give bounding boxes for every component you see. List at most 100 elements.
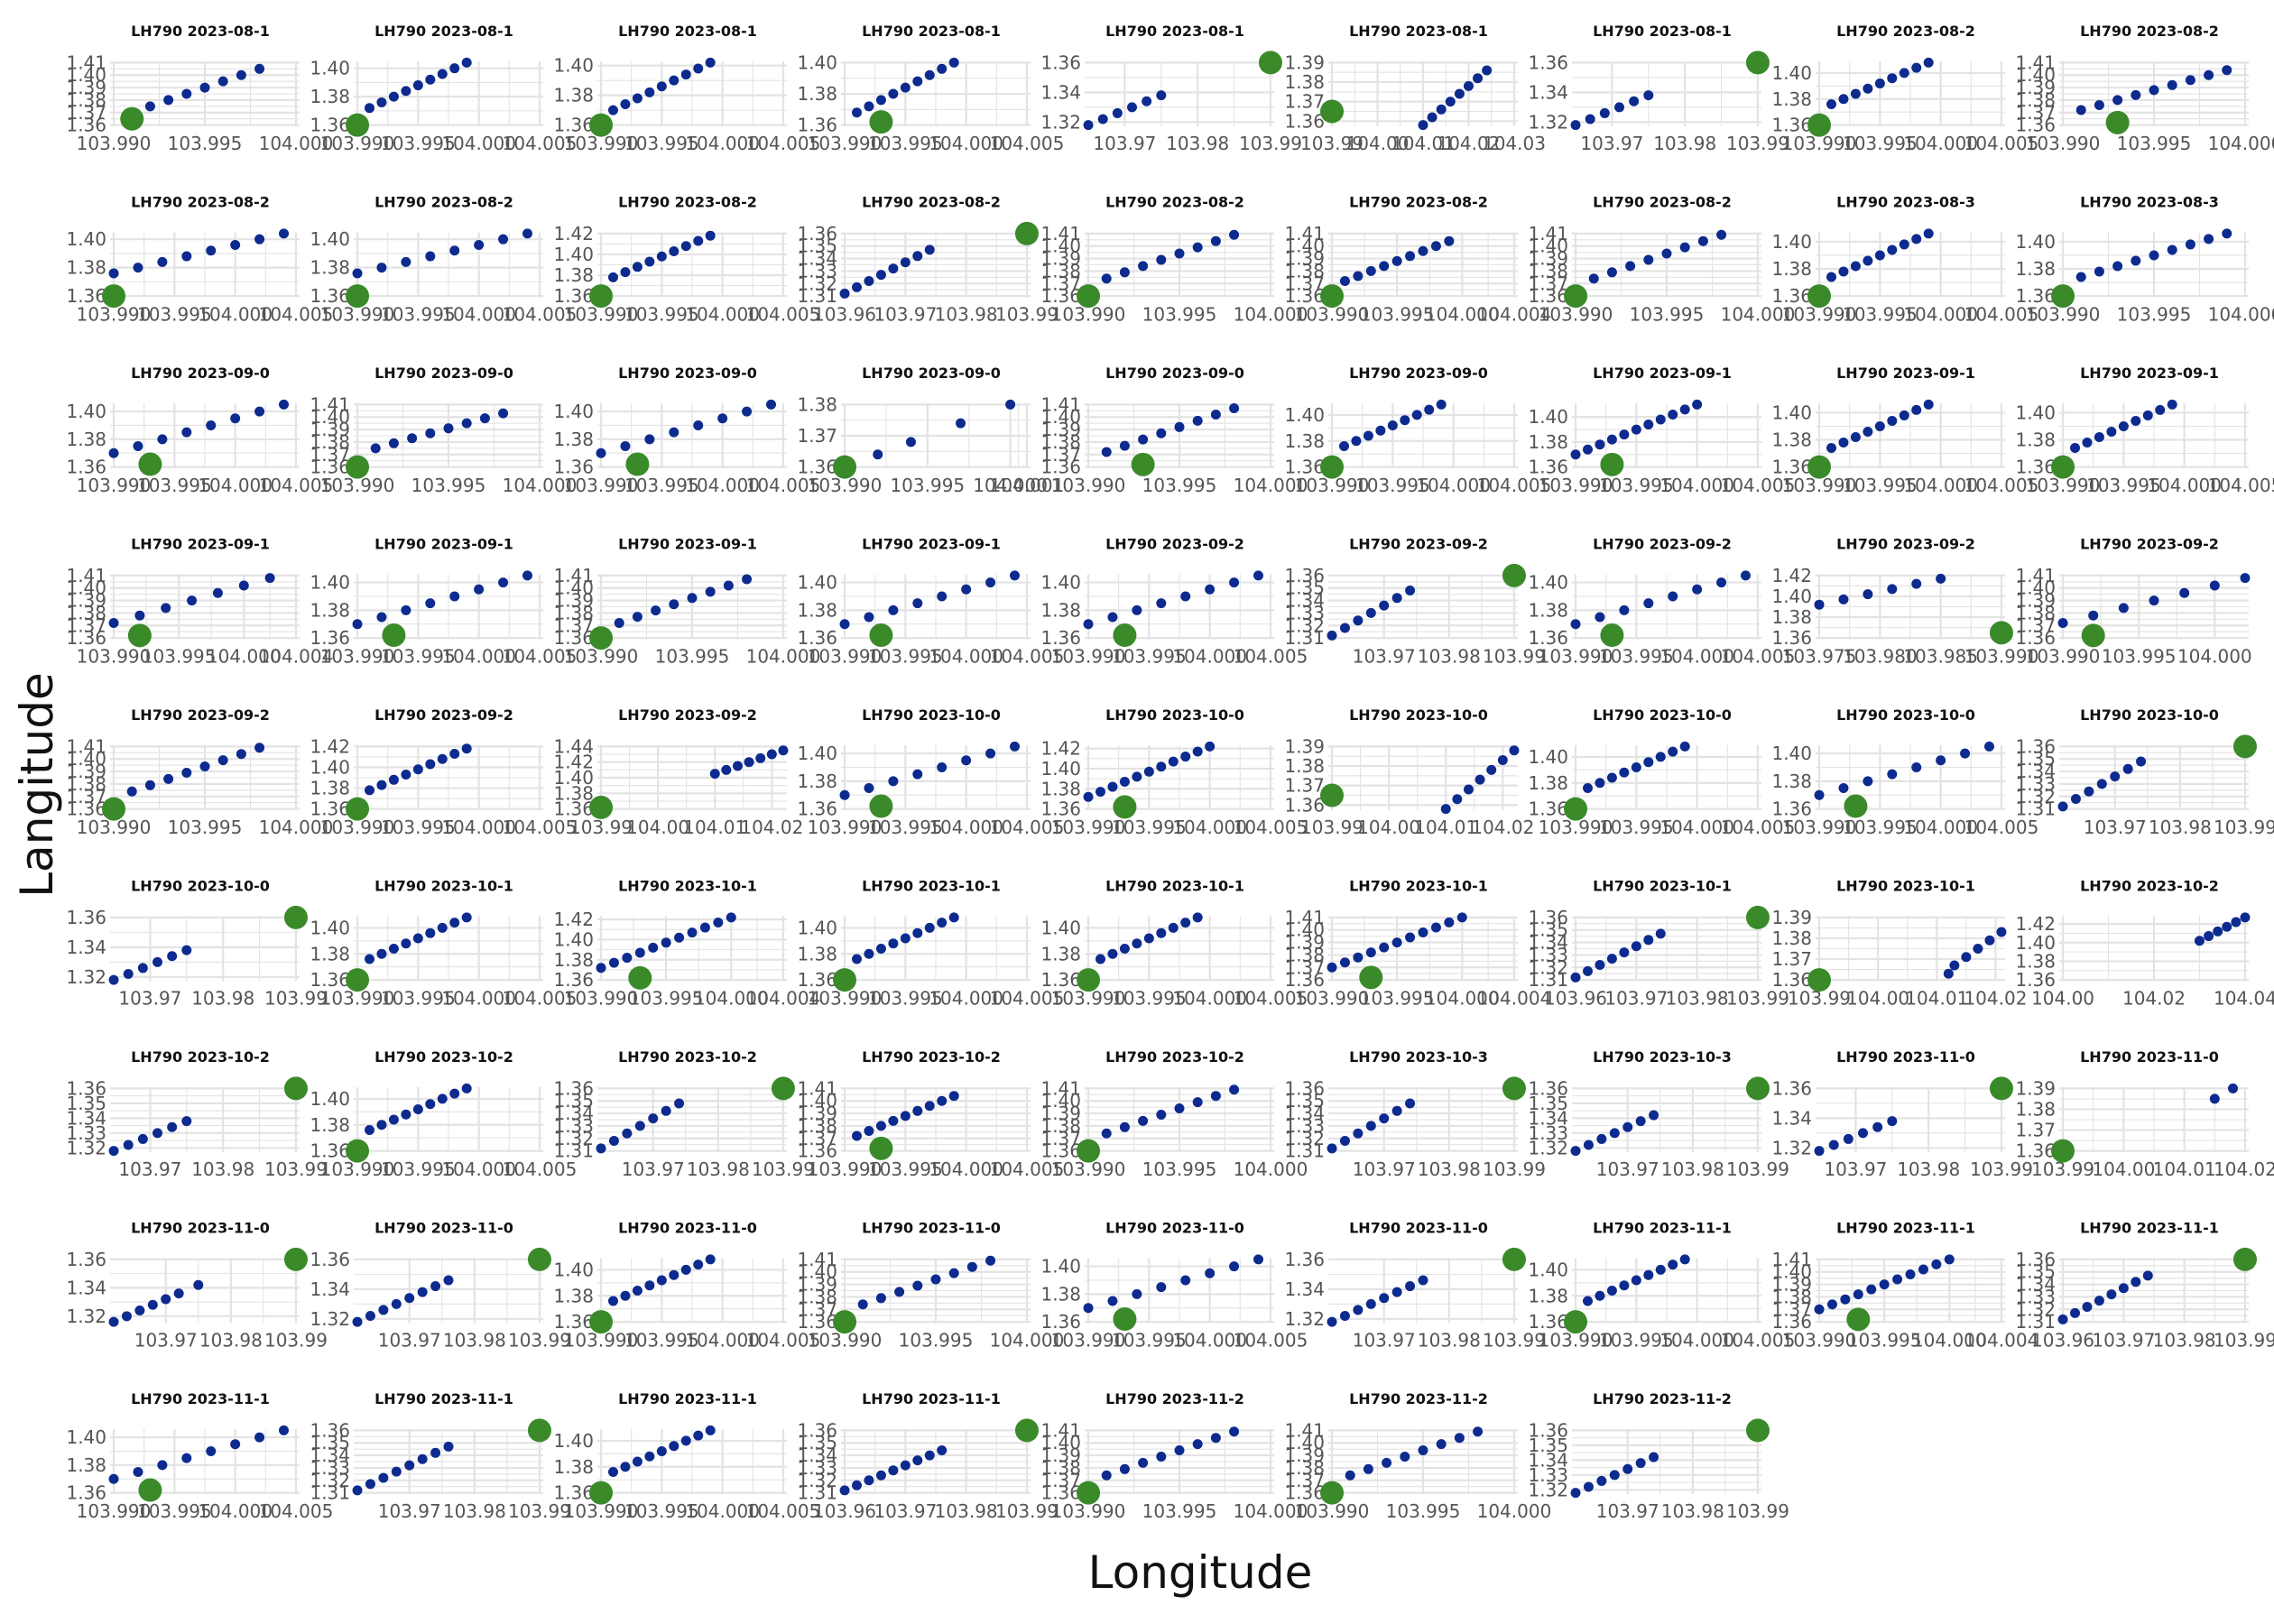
x-tick-label: 103.995 bbox=[381, 817, 456, 838]
panel-title: LH790 2023-08-1 bbox=[862, 23, 1001, 40]
y-tick-label: 1.42 bbox=[553, 752, 594, 773]
y-tick-label: 1.40 bbox=[1040, 1432, 1081, 1453]
data-point bbox=[1583, 783, 1593, 794]
data-point bbox=[199, 761, 210, 772]
y-tick-label: 1.37 bbox=[1284, 1470, 1325, 1491]
facet-panel: LH790 2023-09-2 1.411.401.391.381.371.36 1… bbox=[66, 706, 333, 838]
panel-title: LH790 2023-09-2 bbox=[1349, 536, 1488, 553]
data-point bbox=[352, 619, 363, 630]
y-tick-label: 1.36 bbox=[310, 627, 350, 649]
y-tick-label: 1.42 bbox=[310, 735, 350, 757]
origin-marker bbox=[1600, 623, 1624, 648]
y-tick-label: 1.41 bbox=[1284, 223, 1325, 245]
data-point bbox=[1570, 120, 1581, 131]
data-point bbox=[905, 437, 916, 448]
data-point bbox=[1454, 1433, 1465, 1444]
y-tick-label: 1.38 bbox=[553, 1456, 594, 1478]
x-tick-label: 104.00 bbox=[2092, 1158, 2155, 1180]
data-point bbox=[2149, 595, 2159, 606]
x-tick-label: 104.02 bbox=[1471, 817, 1534, 838]
data-point bbox=[2204, 234, 2214, 245]
data-point bbox=[1097, 114, 1108, 125]
y-tick-label: 1.36 bbox=[553, 1482, 594, 1504]
data-point bbox=[461, 418, 472, 429]
x-tick-label: 104.000 bbox=[441, 988, 516, 1010]
x-tick-label: 103.99 bbox=[508, 1500, 571, 1522]
data-point bbox=[1887, 769, 1898, 780]
data-point bbox=[1205, 1268, 1216, 1278]
data-point bbox=[1838, 266, 1849, 277]
data-point bbox=[1973, 944, 1983, 954]
y-tick-label: 1.44 bbox=[553, 735, 594, 757]
x-tick-label: 104.000 bbox=[207, 646, 282, 668]
x-tick-label: 103.97 bbox=[1353, 646, 1416, 668]
x-tick-label: 103.995 bbox=[1847, 1330, 1922, 1352]
data-point bbox=[1850, 432, 1861, 443]
origin-marker bbox=[833, 968, 857, 992]
y-tick-label: 1.36 bbox=[797, 1140, 837, 1162]
origin-marker bbox=[1320, 455, 1345, 479]
y-tick-label: 1.36 bbox=[2015, 1140, 2056, 1162]
y-tick-label: 1.34 bbox=[66, 1107, 106, 1129]
data-point bbox=[417, 1453, 428, 1464]
data-point bbox=[2094, 1296, 2104, 1306]
data-point bbox=[236, 69, 246, 80]
data-point bbox=[661, 937, 671, 948]
panel-title: LH790 2023-09-1 bbox=[862, 536, 1001, 553]
x-tick-label: 103.995 bbox=[381, 304, 456, 326]
x-tick-label: 103.995 bbox=[2102, 646, 2177, 668]
data-point bbox=[1872, 1121, 1883, 1132]
data-point bbox=[2204, 931, 2214, 942]
data-point bbox=[1192, 746, 1203, 757]
data-point bbox=[123, 1140, 134, 1150]
x-tick-label: 103.99 bbox=[264, 1330, 328, 1352]
data-point bbox=[2106, 1289, 2117, 1300]
panel-title: LH790 2023-08-2 bbox=[1349, 194, 1488, 211]
panel-title: LH790 2023-11-0 bbox=[618, 1220, 757, 1237]
x-tick-label: 103.985 bbox=[1903, 646, 1978, 668]
x-tick-label: 103.990 bbox=[77, 133, 152, 154]
panel-title: LH790 2023-11-0 bbox=[862, 1220, 1001, 1237]
y-tick-label: 1.36 bbox=[553, 1077, 594, 1099]
x-tick-label: 104.000 bbox=[1659, 646, 1734, 668]
data-point bbox=[1668, 591, 1678, 602]
data-point bbox=[1210, 1091, 1221, 1102]
y-tick-label: 1.36 bbox=[66, 627, 106, 649]
data-point bbox=[1205, 741, 1216, 752]
y-tick-label: 1.38 bbox=[1528, 772, 1568, 794]
data-point bbox=[1473, 1426, 1484, 1437]
data-point bbox=[1119, 440, 1130, 451]
data-point bbox=[1387, 420, 1398, 430]
facet-panel: LH790 2023-11-2 1.411.401.391.381.371.36 1… bbox=[1284, 1390, 1551, 1522]
data-point bbox=[1119, 1463, 1130, 1474]
y-tick-label: 1.36 bbox=[1040, 1311, 1081, 1333]
y-tick-label: 1.32 bbox=[797, 1470, 837, 1491]
y-tick-label: 1.39 bbox=[66, 77, 106, 98]
y-tick-label: 1.33 bbox=[797, 260, 837, 281]
x-tick-label: 103.995 bbox=[624, 1500, 699, 1522]
data-point bbox=[108, 448, 119, 458]
data-point bbox=[705, 586, 716, 597]
data-point bbox=[461, 1083, 472, 1093]
origin-marker bbox=[869, 110, 893, 134]
x-tick-label: 104.004 bbox=[1964, 1330, 2039, 1352]
data-point bbox=[2222, 228, 2232, 239]
origin-marker bbox=[771, 1076, 795, 1101]
origin-marker bbox=[2232, 1247, 2257, 1271]
data-point bbox=[1192, 242, 1203, 253]
x-tick-label: 104.005 bbox=[1964, 304, 2039, 326]
x-tick-label: 103.995 bbox=[2117, 133, 2192, 154]
data-point bbox=[352, 1316, 363, 1327]
data-point bbox=[2149, 85, 2159, 96]
data-point bbox=[596, 448, 606, 458]
x-tick-label: 103.98 bbox=[1661, 1500, 1724, 1522]
x-tick-label: 103.995 bbox=[1142, 475, 1217, 496]
x-tick-label: 103.995 bbox=[1386, 1500, 1461, 1522]
data-point bbox=[620, 1462, 631, 1472]
data-point bbox=[1887, 73, 1898, 84]
facet-panel: LH790 2023-11-0 1.36 1.34 1.32 103.97 103.98 1… bbox=[310, 1220, 570, 1352]
data-point bbox=[632, 612, 642, 623]
data-point bbox=[1583, 1481, 1594, 1492]
y-tick-label: 1.36 bbox=[2015, 1249, 2056, 1270]
data-point bbox=[839, 619, 850, 630]
